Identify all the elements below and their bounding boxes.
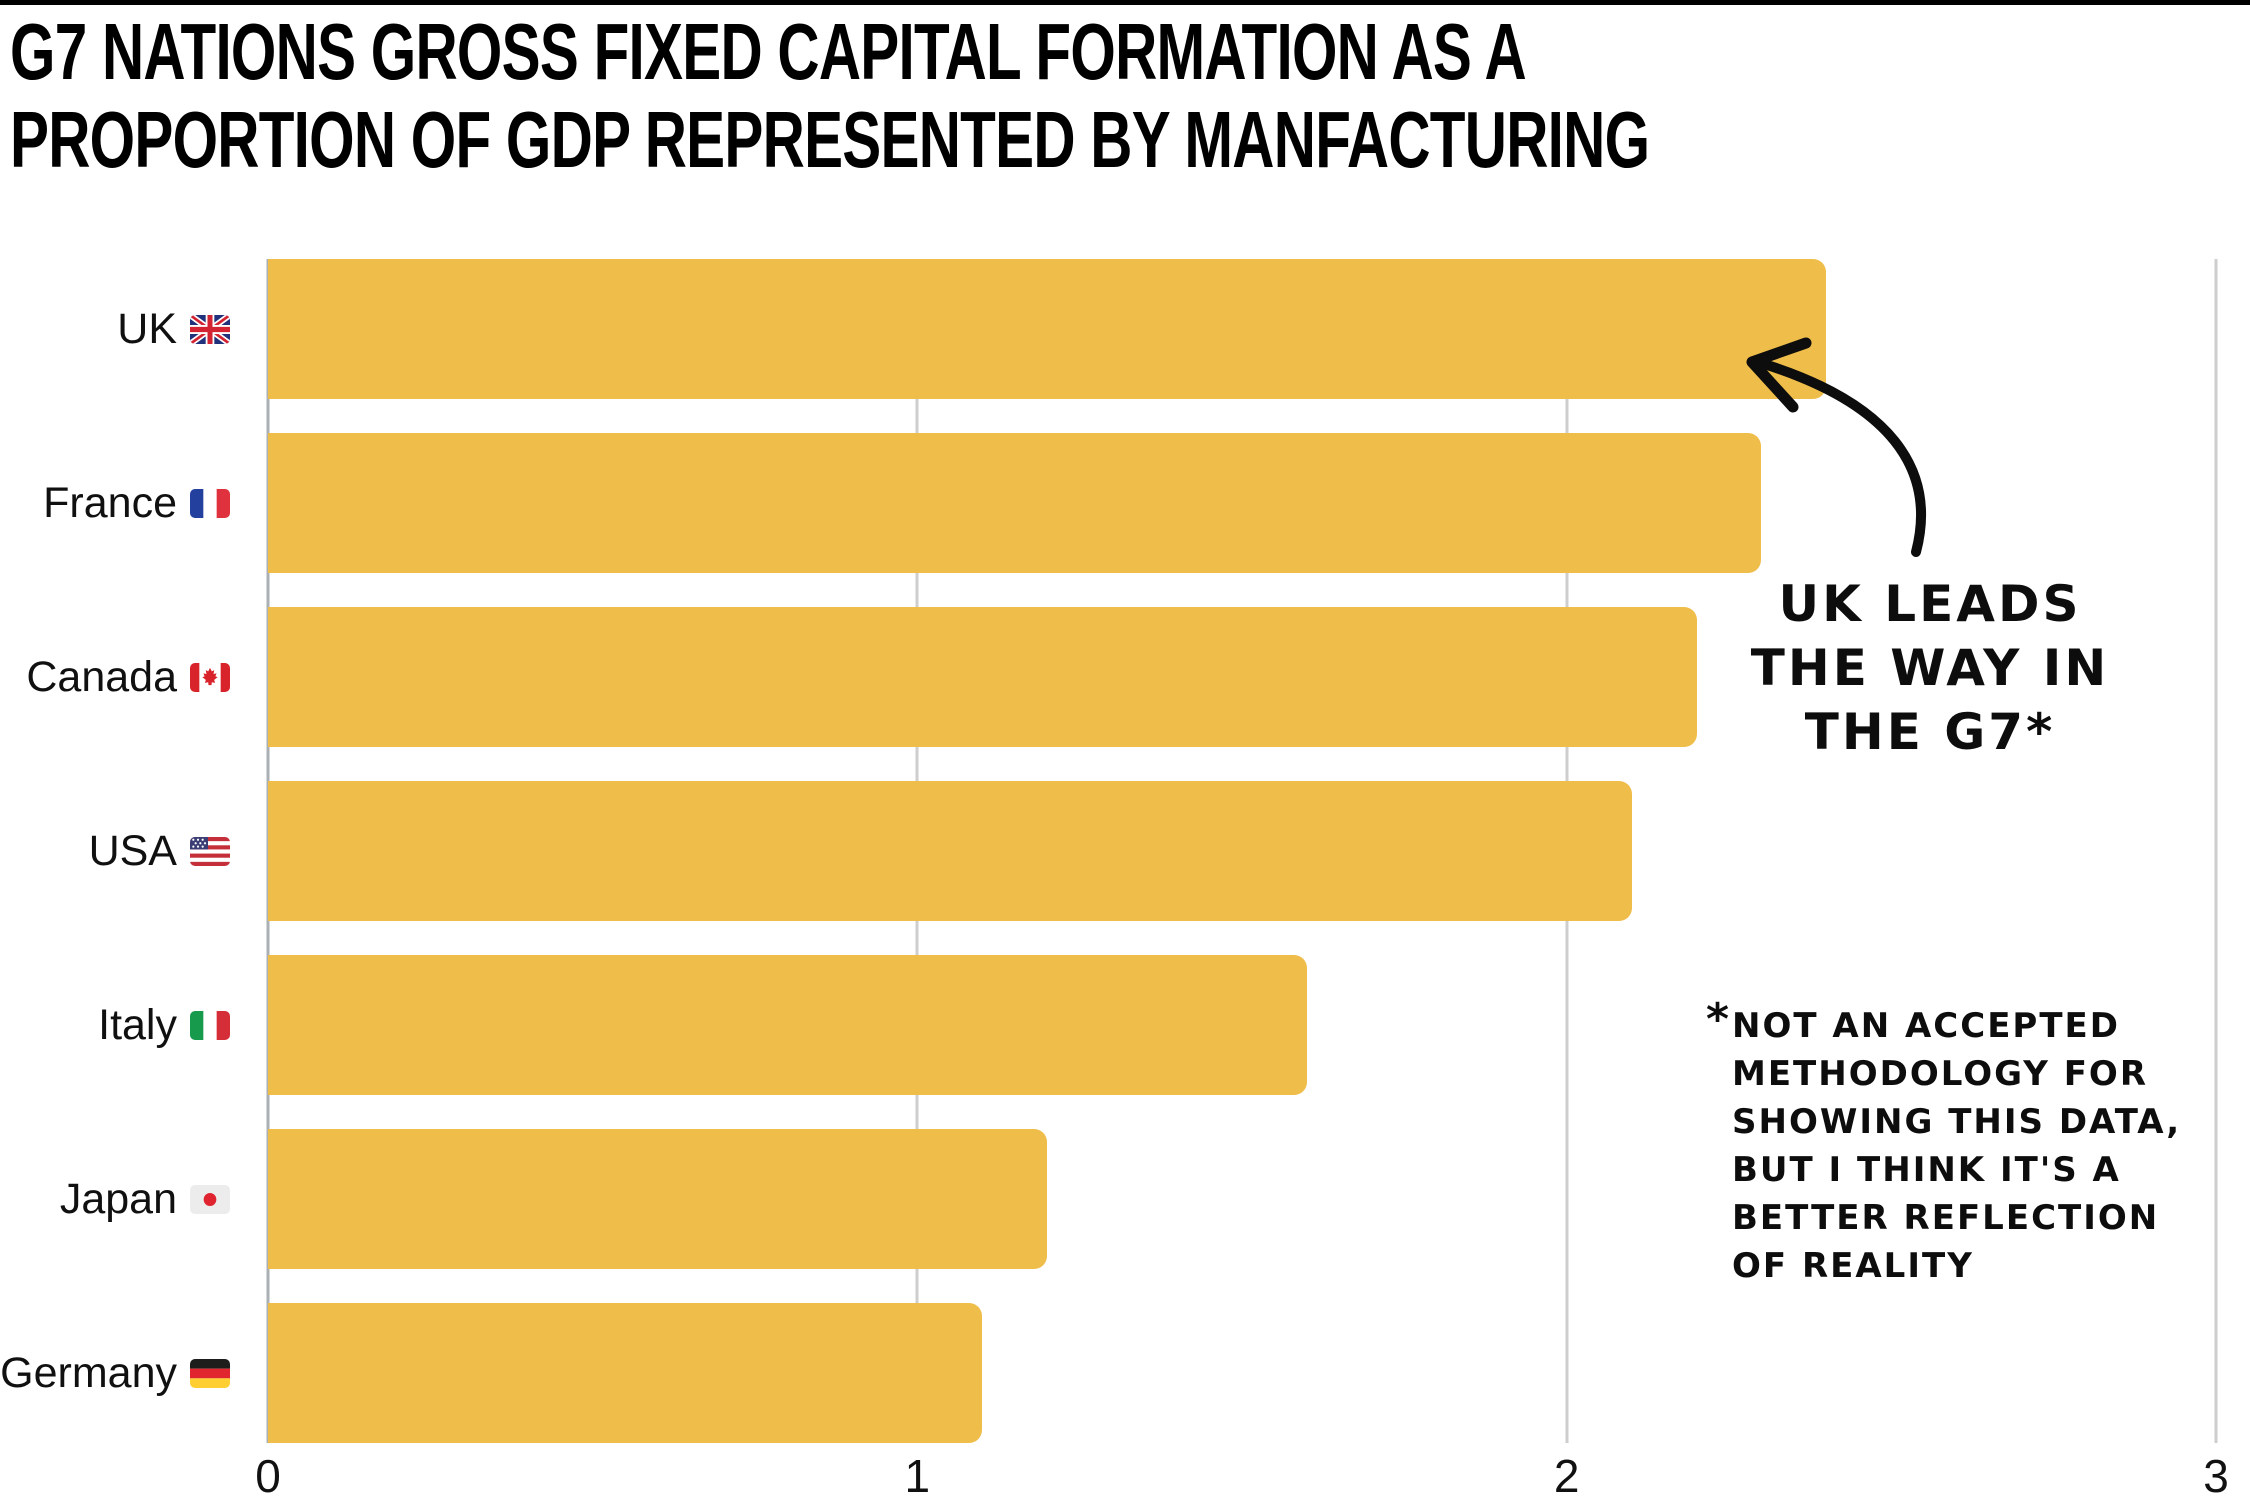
x-tick-label-3: 3 bbox=[2203, 1450, 2229, 1500]
callout-line: THE WAY IN bbox=[1750, 639, 2110, 697]
category-label-japan: Japan bbox=[60, 1129, 230, 1269]
bar-france bbox=[268, 433, 1762, 573]
bar-uk bbox=[268, 259, 1827, 399]
callout-line: UK LEADS bbox=[1778, 575, 2082, 633]
page-title: G7 NATIONS GROSS FIXED CAPITAL FORMATION… bbox=[10, 7, 1650, 184]
callout-line: THE G7* bbox=[1804, 703, 2056, 761]
category-name: Italy bbox=[98, 1000, 177, 1049]
category-labels: UK France Canada USA Italy Japan Germany bbox=[0, 259, 230, 1443]
plot-area bbox=[266, 259, 2218, 1443]
category-name: USA bbox=[88, 826, 177, 875]
gridline-3 bbox=[2214, 259, 2218, 1443]
germany-flag-icon bbox=[190, 1358, 230, 1388]
bar-usa bbox=[268, 781, 1632, 921]
top-divider bbox=[0, 0, 2250, 5]
category-label-usa: USA bbox=[89, 781, 230, 921]
footnote: * NOT AN ACCEPTED METHODOLOGY FOR SHOWIN… bbox=[1706, 996, 2182, 1290]
category-label-uk: UK bbox=[117, 259, 230, 399]
category-name: Germany bbox=[0, 1348, 177, 1397]
usa-flag-icon bbox=[190, 836, 230, 866]
footnote-line: BETTER REFLECTION bbox=[1732, 1198, 2160, 1238]
category-label-italy: Italy bbox=[98, 955, 230, 1095]
category-name: Canada bbox=[26, 652, 177, 701]
canada-flag-icon bbox=[190, 662, 230, 692]
callout-text: UK LEADS THE WAY IN THE G7* bbox=[1751, 572, 2109, 764]
footnote-line: SHOWING THIS DATA, bbox=[1732, 1102, 2182, 1142]
italy-flag-icon bbox=[190, 1010, 230, 1040]
bar-japan bbox=[268, 1129, 1048, 1269]
category-label-germany: Germany bbox=[0, 1303, 230, 1443]
bar-italy bbox=[268, 955, 1307, 1095]
page-title-line2: PROPORTION OF GDP REPRESENTED BY MANFACT… bbox=[10, 95, 1650, 184]
footnote-line: OF REALITY bbox=[1732, 1246, 1974, 1286]
category-name: UK bbox=[117, 304, 177, 353]
uk-flag-icon bbox=[190, 314, 230, 344]
bar-germany bbox=[268, 1303, 983, 1443]
footnote-line: BUT I THINK IT'S A bbox=[1732, 1150, 2121, 1190]
footnote-line: METHODOLOGY FOR bbox=[1732, 1054, 2149, 1094]
category-label-france: France bbox=[43, 433, 230, 573]
bar-canada bbox=[268, 607, 1697, 747]
x-tick-label-0: 0 bbox=[255, 1450, 281, 1500]
x-axis-ticks: 0 1 2 3 bbox=[255, 1449, 2229, 1500]
x-tick-label-1: 1 bbox=[904, 1450, 931, 1500]
category-label-canada: Canada bbox=[26, 607, 230, 747]
footnote-asterisk: * bbox=[1706, 994, 1732, 1045]
japan-flag-icon bbox=[190, 1184, 230, 1214]
category-name: France bbox=[43, 478, 177, 527]
category-name: Japan bbox=[59, 1174, 177, 1223]
footnote-line: NOT AN ACCEPTED bbox=[1732, 1006, 2120, 1046]
france-flag-icon bbox=[190, 488, 230, 518]
x-tick-label-2: 2 bbox=[1553, 1450, 1580, 1500]
page-title-line1: G7 NATIONS GROSS FIXED CAPITAL FORMATION… bbox=[10, 7, 1527, 96]
